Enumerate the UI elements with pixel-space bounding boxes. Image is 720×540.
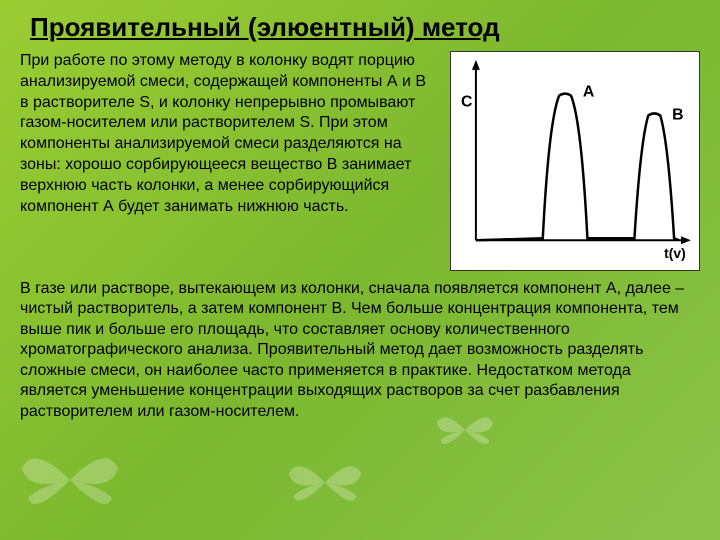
- x-axis-label: t(v): [664, 245, 686, 261]
- y-axis-label: C: [461, 94, 473, 111]
- paragraph-1: При работе по этому методу в колонку вод…: [20, 51, 438, 271]
- chromatogram-chart: C t(v) A B: [450, 51, 700, 271]
- page-title: Проявительный (элюентный) метод: [0, 0, 720, 51]
- peak-b-label: B: [672, 106, 683, 123]
- peak-a-label: A: [583, 84, 595, 101]
- x-axis-arrow: [681, 236, 691, 244]
- y-axis-arrow: [472, 60, 480, 70]
- chromatogram-curve: [476, 94, 679, 241]
- paragraph-2: В газе или растворе, вытекающем из колон…: [0, 271, 720, 422]
- content-row: При работе по этому методу в колонку вод…: [0, 51, 720, 271]
